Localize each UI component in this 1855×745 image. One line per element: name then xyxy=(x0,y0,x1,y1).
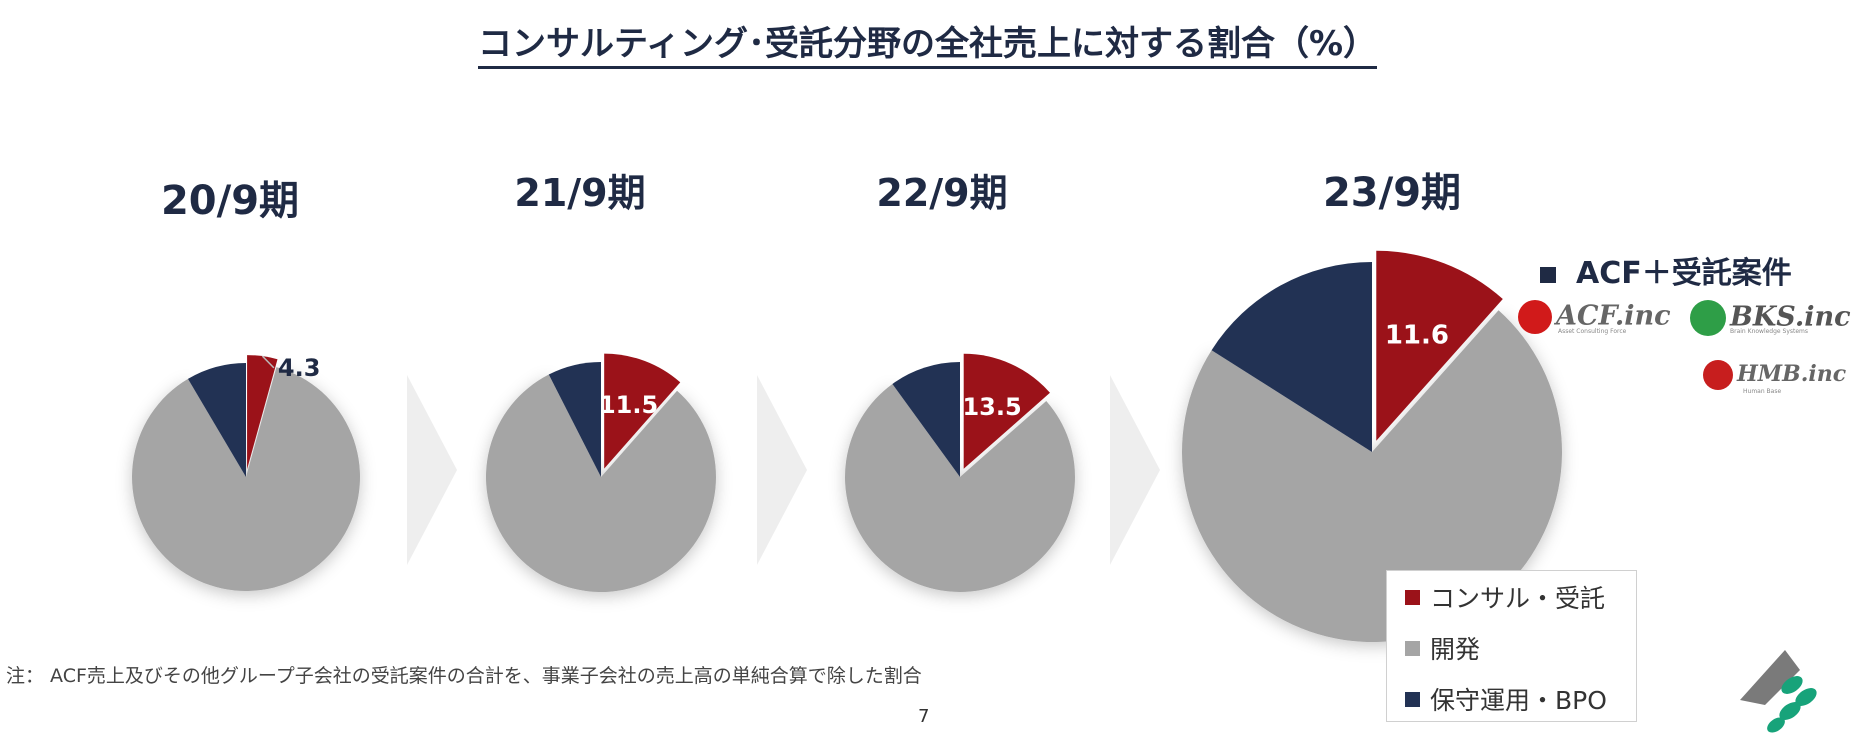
legend-item-consulting: コンサル・受託 xyxy=(1405,579,1605,615)
pie-slice-maintenance xyxy=(892,362,960,477)
legend-swatch xyxy=(1405,691,1420,707)
company-logo xyxy=(1740,650,1817,733)
legend-item-development: 開発 xyxy=(1405,630,1480,666)
pie-slice-development xyxy=(132,367,361,592)
footnote: 注： ACF売上及びその他グループ子会社の受託案件の合計を、事業子会社の売上高の… xyxy=(6,665,922,687)
page-number: 7 xyxy=(918,706,930,727)
chevron-arrow-icon xyxy=(757,375,807,565)
pie-slice-development xyxy=(844,383,1075,592)
pie-slice-development xyxy=(485,374,716,592)
pie-slice-consulting xyxy=(963,353,1050,469)
legend-swatch xyxy=(1405,640,1420,656)
acf-logo: ACF.inc Asset Consulting Force xyxy=(1518,300,1671,335)
label-leader-line xyxy=(261,355,275,369)
data-label: 4.3 xyxy=(278,354,321,382)
page-title: コンサルティング･受託分野の全社売上に対する割合（%） xyxy=(0,16,1855,69)
legend-item-maintenance: 保守運用・BPO xyxy=(1405,681,1607,717)
square-icon xyxy=(1540,266,1556,283)
hmb-logo: HMB.inc Human Base xyxy=(1703,360,1846,395)
pie-slice-consulting xyxy=(247,355,278,470)
bks-logo: BKS.inc Brain Knowledge Systems xyxy=(1690,300,1851,336)
data-label: 11.6 xyxy=(1385,320,1449,350)
pie-title: 21/9期 xyxy=(514,171,645,215)
chevron-arrow-icon xyxy=(1110,375,1160,565)
data-label: 11.5 xyxy=(599,391,658,419)
pie-title: 23/9期 xyxy=(1323,170,1461,216)
chevron-arrow-icon xyxy=(407,375,457,565)
hmb-logo-mark-icon xyxy=(1703,360,1733,390)
pie-slice-consulting xyxy=(1376,250,1503,441)
pie-slice-maintenance xyxy=(548,362,601,477)
data-label: 13.5 xyxy=(962,393,1021,421)
bks-logo-mark-icon xyxy=(1690,300,1726,336)
pie-slice-maintenance xyxy=(187,363,246,477)
acf-label: ACF＋受託案件 xyxy=(1540,248,1792,292)
chart-legend: コンサル・受託 開発 保守運用・BPO xyxy=(1386,570,1637,722)
pie-slice-consulting xyxy=(604,353,681,469)
pie-slice-development xyxy=(1182,310,1562,643)
pie-slice-maintenance xyxy=(1211,262,1372,452)
pie-title: 20/9期 xyxy=(161,178,299,224)
acf-logo-mark-icon xyxy=(1518,300,1552,334)
pie-title: 22/9期 xyxy=(876,171,1007,215)
legend-swatch xyxy=(1405,589,1420,605)
